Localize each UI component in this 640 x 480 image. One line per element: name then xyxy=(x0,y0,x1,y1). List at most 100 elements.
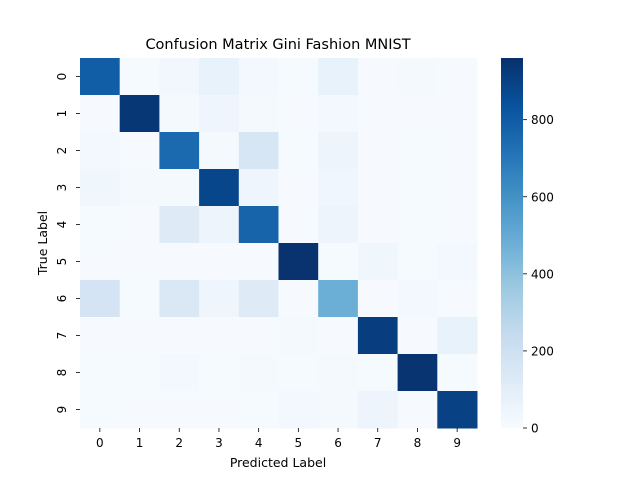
heatmap-cell-0-6 xyxy=(318,58,359,96)
heatmap-cell-2-4 xyxy=(238,132,279,170)
y-tick-label-8: 8 xyxy=(55,369,69,377)
heatmap-cell-6-8 xyxy=(397,280,438,318)
heatmap-cell-0-4 xyxy=(238,58,279,96)
heatmap-cell-3-9 xyxy=(437,169,478,207)
heatmap-cell-9-5 xyxy=(278,391,319,429)
colorbar-tick-label-1: 200 xyxy=(531,344,554,358)
heatmap-cell-1-4 xyxy=(238,95,279,133)
heatmap-cell-0-7 xyxy=(357,58,399,96)
y-tick-label-7: 7 xyxy=(55,332,69,340)
x-tick-label-8: 8 xyxy=(414,436,422,450)
y-axis-label: True Label xyxy=(35,211,50,276)
heatmap-cell-4-6 xyxy=(318,206,359,244)
heatmap-cell-5-5 xyxy=(278,243,319,281)
heatmap-cell-9-9 xyxy=(437,391,478,429)
heatmap-cell-3-6 xyxy=(318,169,359,207)
heatmap-cell-5-1 xyxy=(119,243,160,281)
heatmap-cell-5-2 xyxy=(159,243,200,281)
heatmap-cell-6-9 xyxy=(437,280,478,318)
heatmap-cell-3-3 xyxy=(199,169,240,207)
heatmap-cell-4-4 xyxy=(238,206,279,244)
heatmap-cell-0-5 xyxy=(278,58,319,96)
y-tick-label-3: 3 xyxy=(55,184,69,192)
heatmap-cell-7-1 xyxy=(119,317,160,355)
heatmap-cell-8-9 xyxy=(437,354,478,392)
heatmap-cell-6-6 xyxy=(318,280,359,318)
heatmap-cell-9-6 xyxy=(318,391,359,429)
heatmap-cell-4-0 xyxy=(80,206,121,244)
y-axis-ticks: 0 1 2 3 4 5 6 7 8 9 xyxy=(55,73,80,414)
heatmap-cell-2-8 xyxy=(397,132,438,170)
y-tick-label-9: 9 xyxy=(55,406,69,414)
colorbar-tick-label-4: 800 xyxy=(531,113,554,127)
y-tick-label-0: 0 xyxy=(55,73,69,81)
colorbar-ticks: 0 200 400 600 800 xyxy=(523,113,554,436)
heatmap-cell-0-0 xyxy=(80,58,121,96)
heatmap-cell-8-4 xyxy=(238,354,279,392)
heatmap-cell-6-0 xyxy=(80,280,121,318)
colorbar-tick-label-3: 600 xyxy=(531,190,554,204)
heatmap-cell-4-8 xyxy=(397,206,438,244)
heatmap-cell-4-7 xyxy=(357,206,399,244)
x-tick-label-3: 3 xyxy=(215,436,223,450)
heatmap-cell-5-7 xyxy=(357,243,399,281)
heatmap-cell-9-1 xyxy=(119,391,160,429)
y-tick-label-6: 6 xyxy=(55,295,69,303)
heatmap-cell-1-6 xyxy=(318,95,359,133)
heatmap-cell-5-6 xyxy=(318,243,359,281)
heatmap-cell-1-2 xyxy=(159,95,200,133)
heatmap-cell-2-0 xyxy=(80,132,121,170)
chart-title: Confusion Matrix Gini Fashion MNIST xyxy=(145,37,410,53)
heatmap-cell-7-5 xyxy=(278,317,319,355)
x-tick-label-2: 2 xyxy=(175,436,183,450)
heatmap-cell-0-3 xyxy=(199,58,240,96)
colorbar-tick-label-2: 400 xyxy=(531,267,554,281)
heatmap-cell-5-0 xyxy=(80,243,121,281)
heatmap-cell-1-1 xyxy=(119,95,160,133)
heatmap-cell-3-4 xyxy=(238,169,279,207)
heatmap-cell-5-4 xyxy=(238,243,279,281)
heatmap-cells xyxy=(80,58,478,429)
heatmap-cell-1-5 xyxy=(278,95,319,133)
heatmap-cell-0-8 xyxy=(397,58,438,96)
x-tick-label-1: 1 xyxy=(136,436,144,450)
heatmap-cell-2-6 xyxy=(318,132,359,170)
heatmap-cell-3-7 xyxy=(357,169,399,207)
heatmap-cell-3-8 xyxy=(397,169,438,207)
heatmap-cell-1-9 xyxy=(437,95,478,133)
heatmap-cell-7-8 xyxy=(397,317,438,355)
heatmap-cell-8-5 xyxy=(278,354,319,392)
heatmap-cell-7-4 xyxy=(238,317,279,355)
heatmap-cell-7-6 xyxy=(318,317,359,355)
x-tick-label-6: 6 xyxy=(334,436,342,450)
x-tick-label-4: 4 xyxy=(255,436,263,450)
colorbar-tick-label-0: 0 xyxy=(531,422,539,436)
heatmap-cell-7-0 xyxy=(80,317,121,355)
heatmap-cell-2-2 xyxy=(159,132,200,170)
heatmap-cell-4-3 xyxy=(199,206,240,244)
heatmap-cell-3-0 xyxy=(80,169,121,207)
heatmap-cell-9-0 xyxy=(80,391,121,429)
heatmap-cell-9-3 xyxy=(199,391,240,429)
heatmap-cell-6-7 xyxy=(357,280,399,318)
heatmap-cell-4-5 xyxy=(278,206,319,244)
heatmap-cell-2-3 xyxy=(199,132,240,170)
heatmap-cell-5-8 xyxy=(397,243,438,281)
heatmap-cell-9-4 xyxy=(238,391,279,429)
heatmap-cell-9-7 xyxy=(357,391,399,429)
heatmap-cell-8-7 xyxy=(357,354,399,392)
heatmap-cell-7-7 xyxy=(357,317,399,355)
heatmap-cell-7-2 xyxy=(159,317,200,355)
heatmap-cell-4-2 xyxy=(159,206,200,244)
heatmap-cell-8-8 xyxy=(397,354,438,392)
heatmap-cell-6-3 xyxy=(199,280,240,318)
heatmap-cell-6-2 xyxy=(159,280,200,318)
x-tick-label-5: 5 xyxy=(295,436,303,450)
heatmap-cell-4-1 xyxy=(119,206,160,244)
heatmap-cell-5-3 xyxy=(199,243,240,281)
heatmap-cell-8-3 xyxy=(199,354,240,392)
y-tick-label-1: 1 xyxy=(55,110,69,118)
heatmap-cell-1-8 xyxy=(397,95,438,133)
heatmap-cell-6-1 xyxy=(119,280,160,318)
